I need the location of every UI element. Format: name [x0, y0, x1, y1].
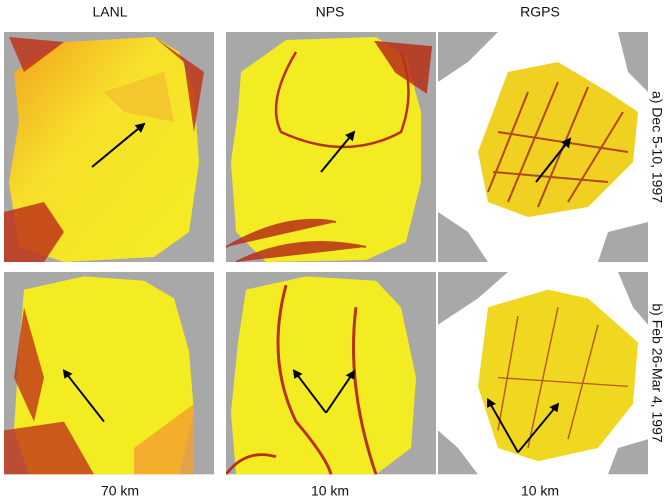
- map-panel: [438, 32, 648, 262]
- scale-label: 10 km: [311, 483, 349, 499]
- scale-label: 10 km: [521, 483, 559, 499]
- figure: LANL NPS RGPS 70 km 10 km 10 km a) Dec 5…: [0, 0, 665, 502]
- row-label: a) Dec 5-10, 1997: [649, 91, 665, 203]
- row-label: b) Feb 26-Mar 4, 1997: [649, 303, 665, 443]
- column-header: LANL: [92, 4, 127, 20]
- map-panel: [4, 272, 214, 474]
- column-header: NPS: [316, 4, 345, 20]
- map-panel: [4, 32, 214, 262]
- map-panel: [438, 272, 648, 474]
- scale-label: 70 km: [101, 483, 139, 499]
- map-panel: [226, 32, 436, 262]
- map-panel: [226, 272, 436, 474]
- column-header: RGPS: [520, 4, 560, 20]
